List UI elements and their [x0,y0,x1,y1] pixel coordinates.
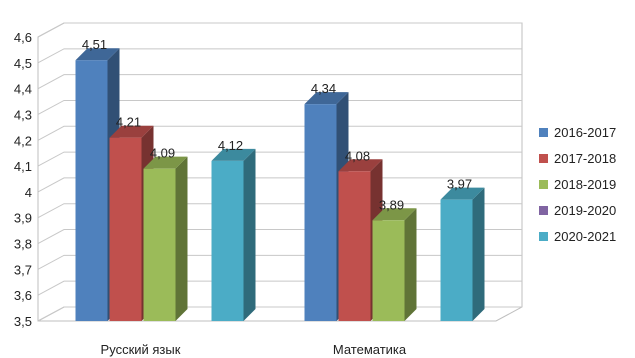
bar-side [472,187,485,321]
data-label: 4,21 [116,115,141,130]
bar-top [338,159,383,172]
gridline [37,74,522,90]
legend-item-2018-2019: 2018-2019 [539,177,616,192]
data-label: 4,51 [82,37,107,52]
y-tick-label: 4,5 [14,56,32,71]
y-tick-label: 4 [25,185,32,200]
y-axis: 3,5 3,6 3,7 3,8 3,9 4 4,1 4,2 4,3 4,4 4,5 4,6 [14,30,39,329]
bar-front [143,168,176,321]
gridline [37,125,522,141]
bar-2018-2019-Математика [372,208,417,321]
legend-label: 2016-2017 [554,125,616,140]
legend-swatch [539,128,548,137]
x-category-label: Математика [333,342,407,357]
bar-top [211,148,256,161]
bar-top [372,208,417,221]
bar-front [109,137,142,321]
data-label: 4,08 [345,148,370,163]
bar-front [372,220,405,321]
bars [75,48,485,322]
x-axis: Русский язык Математика [101,342,407,357]
bar-2020-2021-Русский язык [211,148,256,321]
bar-front [440,199,473,321]
legend: 2016-2017 2017-2018 2018-2019 2019-2020 2020… [539,125,616,244]
bar-side [404,208,417,321]
y-tick-label: 4,2 [14,133,32,148]
bar-side [175,156,188,321]
y-tick-label: 3,5 [14,314,32,329]
legend-label: 2018-2019 [554,177,616,192]
legend-label: 2017-2018 [554,151,616,166]
bar-front [75,60,108,322]
legend-item-2019-2020: 2019-2020 [539,203,616,218]
legend-label: 2019-2020 [554,203,616,218]
bar-front [211,160,244,321]
bar-front [338,171,371,321]
data-label: 4,34 [311,81,336,96]
gridline [37,48,522,64]
y-tick-label: 3,6 [14,288,32,303]
legend-swatch [539,154,548,163]
bar-top [143,156,188,169]
data-label: 4,12 [218,138,243,153]
x-category-label: Русский язык [101,342,181,357]
gridline [37,99,522,115]
data-labels: 4,51 4,21 4,09 4,12 4,34 4,08 3,89 3,97 [82,37,472,212]
y-tick-label: 4,1 [14,159,32,174]
legend-swatch [539,232,548,241]
legend-swatch [539,180,548,189]
gridline [37,151,522,167]
legend-item-2020-2021: 2020-2021 [539,229,616,244]
bar-top [304,92,349,105]
y-tick-label: 4,6 [14,30,32,45]
gridlines [37,22,522,322]
legend-swatch [539,206,548,215]
legend-item-2017-2018: 2017-2018 [539,151,616,166]
y-tick-label: 3,9 [14,211,32,226]
bar-top [75,48,120,61]
bar-front [304,104,337,321]
bar-top [440,187,485,200]
legend-label: 2020-2021 [554,229,616,244]
y-tick-label: 3,7 [14,262,32,277]
bar-top [109,125,154,138]
bar-side [243,148,256,321]
data-label: 3,97 [447,177,472,192]
legend-item-2016-2017: 2016-2017 [539,125,616,140]
gridline [37,22,522,38]
y-tick-label: 4,4 [14,82,32,97]
bar-2018-2019-Русский язык [143,156,188,321]
data-label: 4,09 [150,146,175,161]
y-tick-label: 3,8 [14,237,32,252]
y-tick-label: 4,3 [14,107,32,122]
bar-2020-2021-Математика [440,187,485,321]
data-label: 3,89 [379,197,404,212]
